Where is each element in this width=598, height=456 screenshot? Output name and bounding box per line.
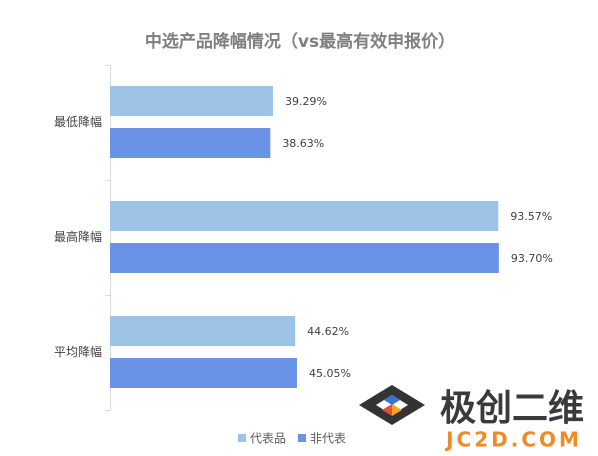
value-label: 45.05% [309, 367, 351, 380]
logo-red [382, 404, 392, 416]
chart-title: 中选产品降幅情况（vs最高有效申报价） [145, 31, 455, 52]
y-tick-label: 最低降幅 [54, 114, 102, 129]
value-label: 93.70% [511, 252, 553, 265]
bar [110, 243, 499, 273]
legend-swatch [298, 434, 306, 442]
legend-label: 代表品 [250, 432, 286, 446]
legend-label: 非代表 [310, 432, 346, 446]
y-tick-label: 最高降幅 [54, 229, 102, 244]
bar [110, 86, 274, 116]
y-tick-label: 平均降幅 [54, 344, 102, 359]
value-label: 39.29% [285, 95, 327, 108]
legend-swatch [238, 434, 246, 442]
watermark-site: JC2D.COM [444, 428, 582, 452]
value-label: 38.63% [282, 137, 324, 150]
logo-orange [392, 404, 402, 416]
bar [110, 358, 297, 388]
watermark: 极创二维 JC2D.COM [359, 385, 584, 452]
value-label: 93.57% [510, 210, 552, 223]
value-label: 44.62% [307, 325, 349, 338]
bar [110, 201, 499, 231]
logo-blue [384, 395, 400, 405]
bar [110, 128, 271, 158]
bar [110, 316, 296, 346]
watermark-name: 极创二维 [440, 388, 584, 429]
